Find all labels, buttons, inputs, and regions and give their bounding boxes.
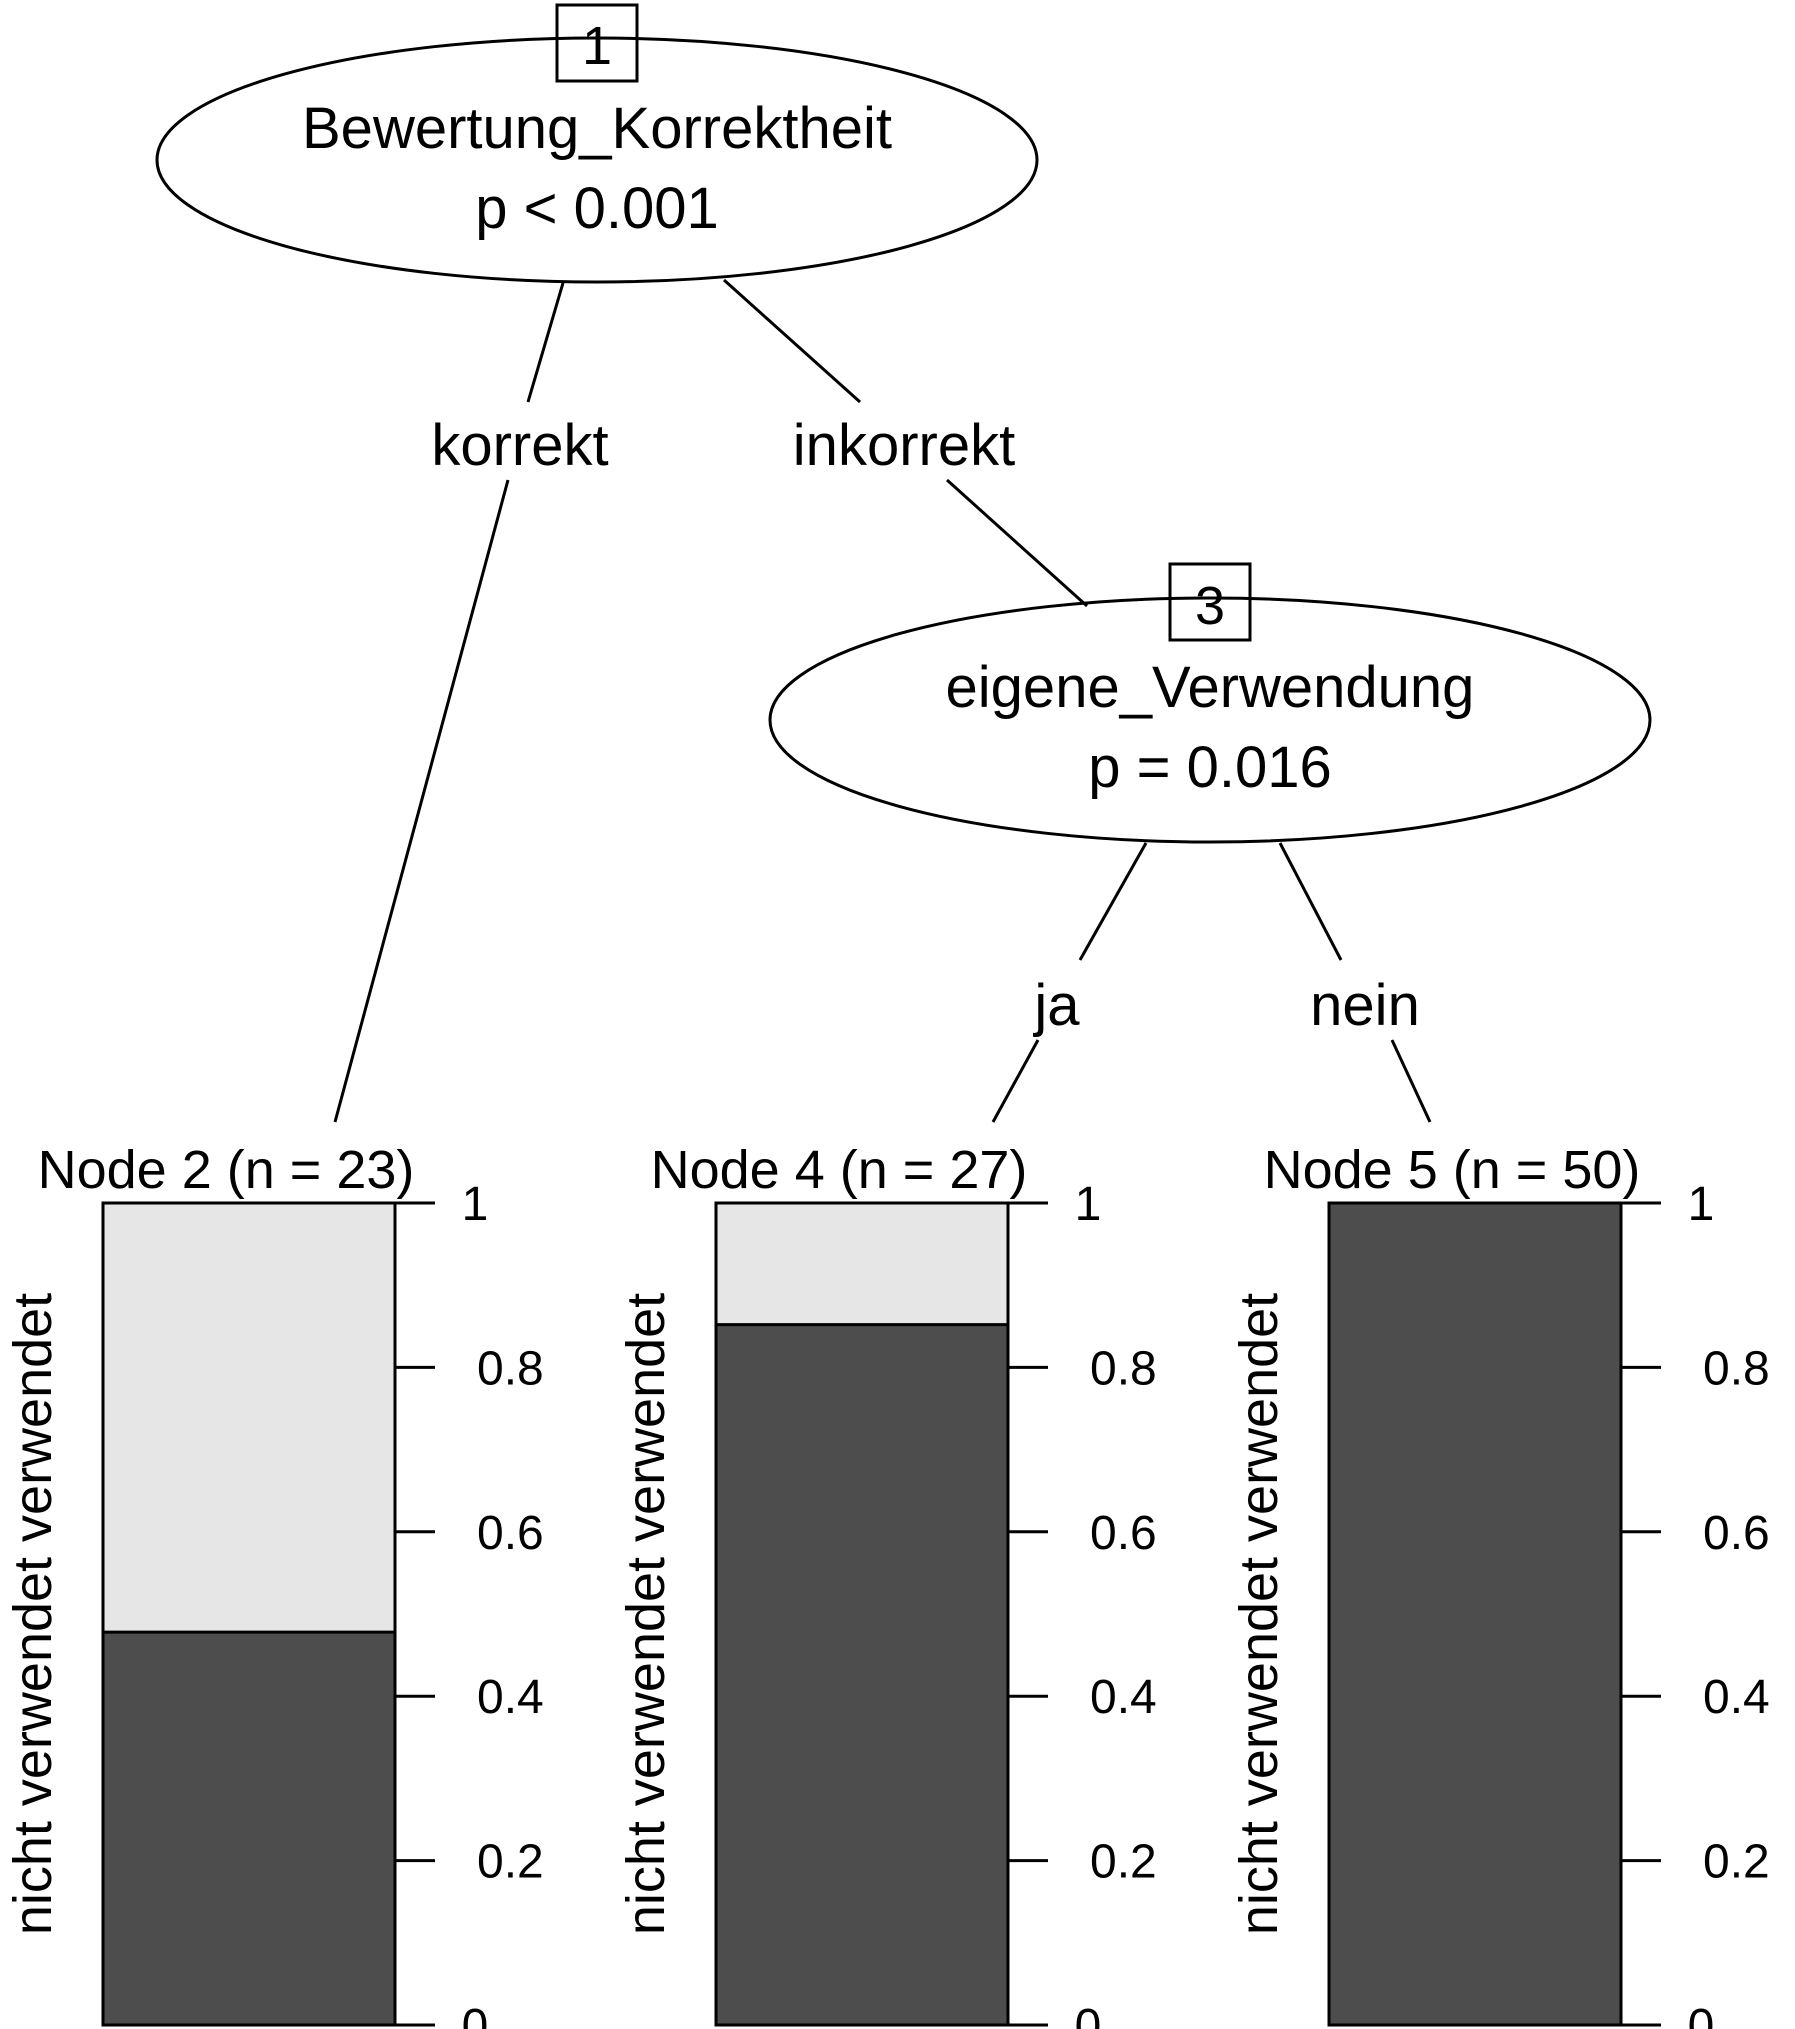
y-tick-label: 0.2 [477,1836,544,1889]
y-tick-label: 0.4 [1090,1671,1157,1724]
terminal-node-5: Node 5 (n = 50) 0 0.2 0.4 0.6 0.8 1 nicht verwe… [1229,1140,1770,2029]
y-tick-label: 0.6 [1703,1507,1770,1560]
edge-1-2-lower [333,479,510,1123]
bar-segment-verwendet [1329,1203,1621,2025]
node-3-id-box [1168,562,1252,642]
node-1-ellipse [155,36,1039,284]
y-tick-label: 0.2 [1703,1836,1770,1889]
y-tick-label: 0.8 [1703,1342,1770,1395]
y-tick-label: 0.4 [1703,1671,1770,1724]
y-tick-label: 0.8 [1090,1342,1157,1395]
inner-node-1: 1 Bewertung_Korrektheit p < 0.001 [155,3,1039,284]
y-axis-label: nicht verwendet verwendet [1229,1293,1289,1935]
edge-3-4-upper [1078,842,1148,961]
edge-label-nein: nein [1310,973,1420,1038]
node-3-variable: eigene_Verwendung [946,655,1475,720]
y-tick-label: 0.4 [477,1671,544,1724]
bar-segment-nicht-verwendet [716,1203,1008,1325]
edge-label-korrekt: korrekt [431,413,608,478]
edge-label-ja: ja [1032,973,1080,1038]
y-axis-label: nicht verwendet verwendet [616,1293,676,1935]
node-4-title: Node 4 (n = 27) [651,1140,1028,1200]
edge-3-5-upper [1278,842,1343,961]
y-tick-label: 0 [462,2000,489,2029]
edge-1-2-upper [526,282,565,403]
y-tick-label: 1 [462,1178,489,1231]
node-1-id: 1 [582,16,612,76]
y-tick-label: 0.6 [477,1507,544,1560]
node-3-pvalue: p = 0.016 [1088,735,1332,800]
node-1-variable: Bewertung_Korrektheit [302,96,892,161]
y-tick-label: 1 [1688,1178,1715,1231]
y-tick-label: 0.6 [1090,1507,1157,1560]
node-2-title: Node 2 (n = 23) [38,1140,415,1200]
y-tick-label: 0 [1075,2000,1102,2029]
y-axis-label: nicht verwendet verwendet [3,1293,63,1935]
y-tick-label: 0 [1688,2000,1715,2029]
terminal-node-4: Node 4 (n = 27) 0 0.2 0.4 0.6 0.8 1 nicht verwe… [616,1140,1157,2029]
edge-3-5-lower [1390,1039,1432,1123]
edge-1-3-lower [945,478,1089,608]
edge-3-4-lower [991,1039,1040,1123]
terminal-node-2: Node 2 (n = 23) 0 0.2 0.4 0.6 0.8 1 nicht verwe… [3,1140,544,2029]
node-1-id-box [555,3,639,83]
edge-label-inkorrekt: inkorrekt [793,413,1015,478]
bar-segment-nicht-verwendet [103,1203,395,1633]
bar-segment-verwendet [716,1324,1008,2025]
y-tick-label: 1 [1075,1178,1102,1231]
node-5-title: Node 5 (n = 50) [1264,1140,1641,1200]
terminal-panels: Node 2 (n = 23) 0 0.2 0.4 0.6 0.8 1 nicht verwe… [3,1140,1770,2029]
bar-segment-verwendet [103,1632,395,2025]
node-1-pvalue: p < 0.001 [475,176,719,241]
y-tick-label: 0.8 [477,1342,544,1395]
y-tick-label: 0.2 [1090,1836,1157,1889]
inner-node-3: 3 eigene_Verwendung p = 0.016 [768,562,1652,844]
edge-1-3-upper [722,278,862,404]
node-3-ellipse [768,596,1652,844]
node-3-id: 3 [1195,576,1225,636]
